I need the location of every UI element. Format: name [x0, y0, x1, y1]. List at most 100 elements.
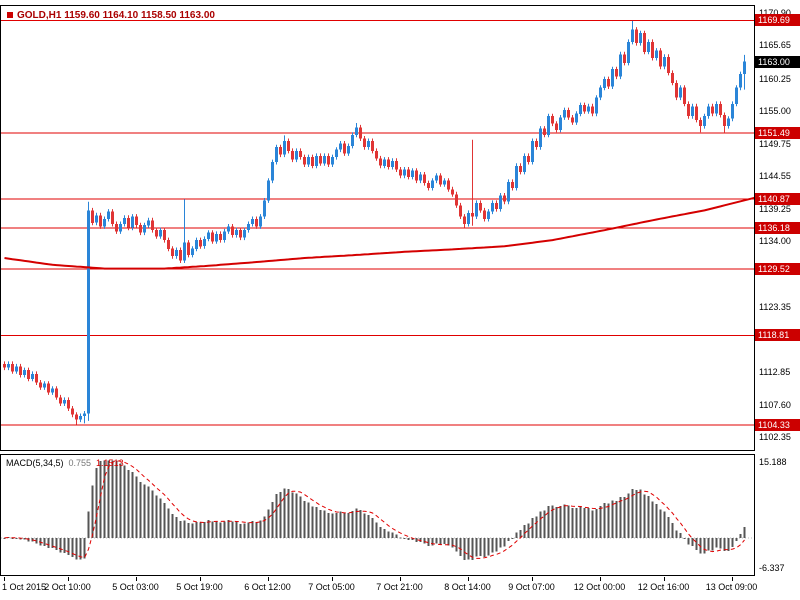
candle-down: [279, 147, 282, 155]
macd-histogram-bar: [435, 537, 438, 544]
candle-up: [259, 216, 262, 227]
macd-histogram-bar: [335, 512, 338, 538]
macd-histogram-bar: [423, 537, 426, 544]
macd-histogram-bar: [415, 537, 418, 543]
candle-down: [451, 189, 454, 195]
macd-histogram-bar: [203, 521, 206, 538]
moving-average-line[interactable]: [4, 196, 755, 270]
candle-up: [715, 103, 718, 114]
candle-down: [27, 370, 30, 379]
macd-chart[interactable]: [1, 455, 754, 575]
macd-histogram-bar: [307, 502, 310, 538]
macd-histogram-bar: [515, 532, 518, 538]
candle-down: [567, 110, 570, 118]
candle-up: [739, 74, 742, 88]
candle-up: [383, 159, 386, 166]
candle-up: [295, 150, 298, 160]
price-tick-label: 1170.90: [759, 7, 791, 18]
candle-up: [227, 226, 230, 232]
macd-histogram-bar: [187, 522, 190, 538]
candle-down: [479, 202, 482, 211]
candle-up: [487, 211, 490, 219]
macd-histogram-bar: [159, 498, 162, 538]
candle-down: [395, 160, 398, 170]
macd-histogram-bar: [51, 537, 54, 549]
macd-histogram-bar: [739, 533, 742, 538]
chart-title: GOLD,H1 1159.60 1164.10 1158.50 1163.00: [7, 10, 215, 21]
candle-down: [447, 180, 450, 190]
candle-down: [163, 230, 166, 241]
candle-up: [15, 366, 18, 372]
macd-histogram-bar: [603, 503, 606, 538]
time-label: 6 Oct 12:00: [244, 582, 291, 592]
time-label: 12 Oct 00:00: [573, 582, 626, 592]
price-tick-label: 1144.55: [759, 170, 791, 181]
level-price-tag: 1169.69: [755, 14, 800, 27]
candle-up: [267, 180, 270, 201]
macd-histogram-bar: [211, 521, 214, 538]
macd-histogram-bar: [359, 510, 362, 538]
candle-up: [263, 200, 266, 217]
time-label: 7 Oct 05:00: [308, 582, 355, 592]
macd-axis-max-label: 15.188: [759, 457, 787, 467]
candle-up: [119, 224, 122, 232]
macd-histogram-bar: [331, 513, 334, 538]
macd-histogram-bar: [551, 505, 554, 538]
macd-histogram-bar: [43, 537, 46, 546]
macd-histogram-bar: [591, 510, 594, 538]
candle-down: [151, 220, 154, 231]
candle-down: [255, 219, 258, 227]
macd-histogram-bar: [79, 537, 82, 560]
macd-histogram-bar: [607, 503, 610, 538]
macd-histogram-bar: [323, 510, 326, 538]
candle-up: [547, 116, 550, 135]
macd-histogram-bar: [295, 493, 298, 538]
macd-histogram-bar: [263, 516, 266, 538]
macd-histogram-bar: [131, 472, 134, 538]
macd-histogram-bar: [63, 537, 66, 553]
candle-up: [315, 155, 318, 166]
macd-histogram-bar: [719, 537, 722, 549]
candle-down: [571, 117, 574, 123]
time-axis[interactable]: 1 Oct 2015 2 Oct 10:00 5 Oct 03:00 5 Oct 19…: [0, 577, 800, 597]
macd-histogram-bar: [15, 537, 18, 539]
candle-down: [471, 212, 474, 217]
macd-histogram-bar: [227, 520, 230, 538]
candle-up: [619, 54, 622, 77]
macd-histogram-bar: [239, 523, 242, 538]
macd-histogram-bar: [639, 489, 642, 538]
macd-histogram-bar: [343, 513, 346, 538]
candle-down: [39, 382, 42, 388]
macd-histogram-bar: [419, 537, 422, 542]
candle-down: [615, 69, 618, 77]
macd-histogram-bar: [631, 488, 634, 538]
macd-histogram-bar: [659, 509, 662, 538]
candle-down: [463, 216, 466, 224]
macd-histogram-bar: [495, 537, 498, 552]
candle-up: [735, 87, 738, 104]
candlestick-chart[interactable]: [1, 6, 754, 450]
candle-down: [55, 388, 58, 398]
price-tick-label: 1102.35: [759, 432, 791, 443]
macd-histogram-bar: [339, 511, 342, 538]
candle-down: [683, 87, 686, 104]
candle-up: [347, 145, 350, 154]
candle-up: [147, 220, 150, 226]
macd-histogram-bar: [259, 520, 262, 538]
time-label: 12 Oct 16:00: [637, 582, 690, 592]
macd-histogram-bar: [91, 485, 94, 538]
macd-histogram-bar: [455, 537, 458, 552]
candle-down: [127, 217, 130, 228]
time-tick: [267, 577, 269, 581]
macd-histogram-bar: [383, 528, 386, 538]
macd-histogram-bar: [271, 501, 274, 538]
macd-histogram-bar: [699, 537, 702, 554]
price-axis[interactable]: 1170.90 1165.65 1160.25 1155.00 1149.75 1144.…: [755, 6, 800, 450]
macd-histogram-bar: [407, 537, 410, 541]
candle-up: [603, 79, 606, 88]
candle-up: [523, 155, 526, 172]
time-tick: [399, 577, 401, 581]
macd-histogram-bar: [535, 516, 538, 538]
macd-axis[interactable]: 15.188 -6.337: [755, 455, 800, 575]
candle-down: [427, 183, 430, 189]
